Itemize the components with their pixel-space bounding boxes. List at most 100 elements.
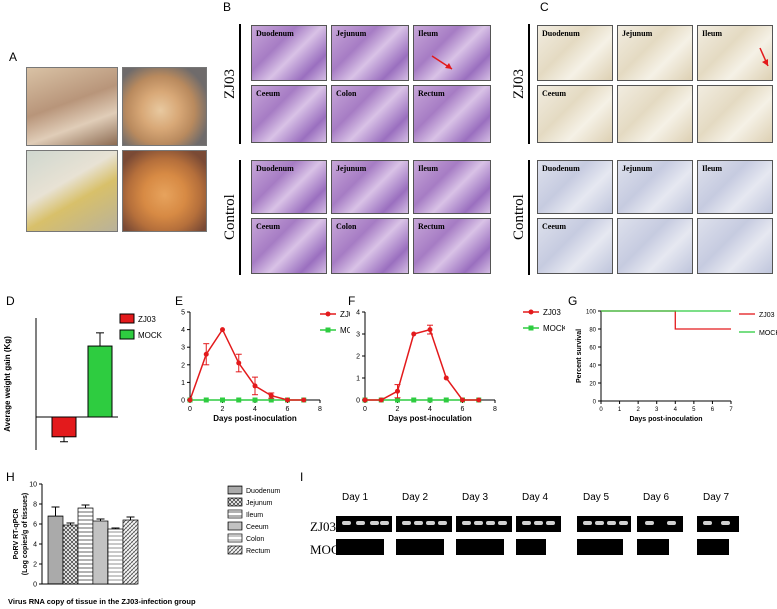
y-axis-label-line: PoRV RT-qPCR bbox=[13, 509, 20, 560]
gel-lane-mock bbox=[456, 539, 504, 555]
legend-marker bbox=[528, 309, 534, 315]
legend-swatch bbox=[119, 313, 135, 324]
gel-lane-mock bbox=[637, 539, 669, 555]
ihc-zj03-tile: Ceeum bbox=[537, 85, 613, 143]
ihc-zj03-tile: Duodenum bbox=[537, 25, 613, 81]
legend-label: MOCK bbox=[138, 331, 163, 340]
gel-day-label: Day 6 bbox=[643, 492, 670, 503]
legend-swatch bbox=[119, 329, 135, 340]
gel-band bbox=[486, 521, 495, 525]
y-tick-label: 2 bbox=[356, 354, 360, 361]
he-control-tile: Rectum bbox=[413, 218, 491, 274]
divider-c-control bbox=[528, 160, 530, 275]
ihc-control-tile: Ileum bbox=[697, 160, 773, 214]
data-point bbox=[203, 351, 209, 357]
bar bbox=[122, 519, 139, 585]
ihc-control-tile bbox=[697, 218, 773, 274]
x-tick-label: 0 bbox=[363, 406, 367, 413]
he-zj03-tile: Ileum bbox=[413, 25, 491, 81]
gel-band bbox=[667, 521, 676, 525]
legend-label: MOCK bbox=[759, 330, 777, 337]
legend-marker bbox=[325, 327, 331, 333]
legend-swatch bbox=[227, 485, 243, 495]
data-point bbox=[268, 397, 274, 403]
x-tick-label: 0 bbox=[599, 407, 603, 413]
data-point bbox=[220, 327, 225, 333]
gel-band bbox=[414, 521, 423, 525]
x-tick-label: 8 bbox=[318, 406, 322, 413]
gel-band bbox=[380, 521, 389, 525]
legend-label: Colon bbox=[246, 536, 264, 543]
ihc-zj03-tile bbox=[697, 85, 773, 143]
y-tick-label: 40 bbox=[589, 364, 596, 370]
legend-label: MOCK bbox=[543, 324, 565, 333]
y-tick-label: 80 bbox=[589, 328, 596, 334]
legend-swatch bbox=[227, 521, 243, 531]
ihc-zj03-tile bbox=[617, 85, 693, 143]
panel-label-b: B bbox=[223, 0, 232, 14]
divider-b-zj03 bbox=[239, 24, 241, 144]
group-label-c-zj03: ZJ03 bbox=[511, 69, 527, 99]
he-zj03-tile: Duodenum bbox=[251, 25, 327, 81]
bar bbox=[87, 345, 113, 418]
gel-day-label: Day 2 bbox=[402, 492, 429, 503]
ihc-zj03-tile: Ileum bbox=[697, 25, 773, 81]
data-point bbox=[187, 397, 193, 403]
ihc-control-tile: Duodenum bbox=[537, 160, 613, 214]
gel-lane-zj03 bbox=[577, 516, 631, 532]
data-point bbox=[268, 393, 274, 399]
x-tick-label: 2 bbox=[636, 407, 640, 413]
legend-label: ZJ03 bbox=[138, 315, 156, 324]
y-axis-label: Fecal score bbox=[170, 333, 172, 378]
gel-band bbox=[546, 521, 555, 525]
x-tick-label: 4 bbox=[674, 407, 678, 413]
bar bbox=[92, 520, 109, 585]
data-point bbox=[427, 327, 433, 333]
y-axis-label: Percent survival bbox=[576, 329, 583, 383]
bar bbox=[47, 515, 64, 585]
gel-day-label: Day 7 bbox=[703, 492, 730, 503]
he-control-tile: Duodenum bbox=[251, 160, 327, 214]
gel-row-label-zj03: ZJ03 bbox=[310, 519, 336, 534]
gel-band bbox=[426, 521, 435, 525]
gel-lane-zj03 bbox=[516, 516, 561, 532]
y-tick-label: 4 bbox=[181, 327, 185, 334]
panel-label-f: F bbox=[348, 294, 356, 308]
legend-swatch bbox=[227, 509, 243, 519]
x-tick-label: 4 bbox=[428, 406, 432, 413]
x-tick-label: 6 bbox=[461, 406, 465, 413]
he-zj03-tile: Ceeum bbox=[251, 85, 327, 143]
series-line bbox=[189, 328, 304, 401]
legend-label: Jejunum bbox=[246, 500, 273, 507]
ihc-zj03-tile: Jejunum bbox=[617, 25, 693, 81]
he-zj03-tile: Colon bbox=[331, 85, 409, 143]
series-line bbox=[601, 310, 731, 330]
y-tick-label: 0 bbox=[33, 582, 37, 589]
y-tick-label: 1 bbox=[356, 376, 360, 383]
group-label-c-control: Control bbox=[511, 194, 527, 241]
divider-b-control bbox=[239, 160, 241, 275]
ihc-control-tile: Jejunum bbox=[617, 160, 693, 214]
y-tick-label: 5 bbox=[181, 310, 185, 317]
photo-intestines-zj03 bbox=[122, 67, 207, 146]
he-control-tile: Colon bbox=[331, 218, 409, 274]
x-tick-label: 6 bbox=[286, 406, 290, 413]
x-axis-label: Virus RNA copy of tissue in the ZJ03-inf… bbox=[8, 597, 196, 606]
gel-band bbox=[619, 521, 628, 525]
data-point bbox=[378, 397, 384, 403]
gel-band bbox=[607, 521, 616, 525]
legend-label: MOCK bbox=[340, 326, 350, 335]
data-point bbox=[443, 397, 449, 403]
x-axis-label: Days post-inoculation bbox=[213, 414, 297, 423]
bar bbox=[51, 416, 77, 438]
panel-label-i: I bbox=[300, 470, 304, 484]
legend-swatch bbox=[227, 533, 243, 543]
gel-lane-mock bbox=[396, 539, 444, 555]
gel-band bbox=[703, 521, 712, 525]
x-tick-label: 7 bbox=[729, 407, 733, 413]
y-axis-label-line: (Log copies/g of tissues) bbox=[22, 493, 29, 575]
y-tick-label: 20 bbox=[589, 382, 596, 388]
gel-band bbox=[595, 521, 604, 525]
data-point bbox=[411, 331, 417, 337]
